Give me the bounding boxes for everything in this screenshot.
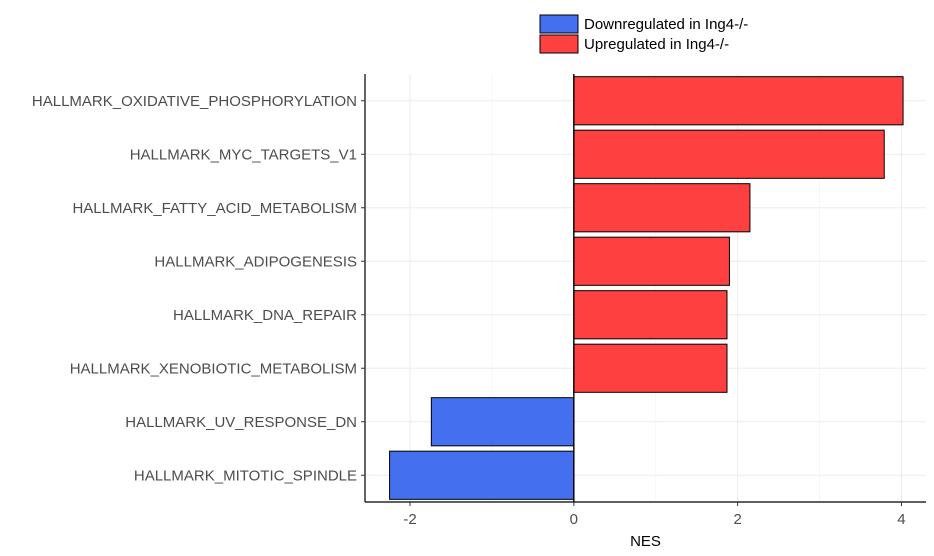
- legend-label: Downregulated in Ing4-/-: [584, 16, 748, 33]
- bar-hallmark-myc-targets-v1: [573, 129, 885, 179]
- bar-hallmark-fatty-acid-metabolism: [573, 183, 751, 233]
- category-label: HALLMARK_UV_RESPONSE_DN: [125, 414, 357, 431]
- category-labels: HALLMARK_OXIDATIVE_PHOSPHORYLATION HALLMA…: [32, 93, 365, 484]
- category-label: HALLMARK_MYC_TARGETS_V1: [130, 146, 357, 163]
- category-label: HALLMARK_DNA_REPAIR: [173, 307, 357, 324]
- bar-hallmark-adipogenesis: [573, 236, 730, 286]
- legend: Downregulated in Ing4-/- Upregulated in I…: [539, 14, 748, 54]
- axes: [364, 74, 926, 503]
- legend-label: Upregulated in Ing4-/-: [584, 36, 729, 53]
- category-label: HALLMARK_FATTY_ACID_METABOLISM: [72, 200, 357, 217]
- category-label: HALLMARK_MITOTIC_SPINDLE: [134, 467, 357, 484]
- category-label: HALLMARK_OXIDATIVE_PHOSPHORYLATION: [32, 93, 357, 110]
- x-tick-label: 4: [897, 511, 905, 528]
- bar-hallmark-uv-response-dn: [430, 397, 575, 447]
- bar-hallmark-dna-repair: [573, 290, 728, 340]
- legend-swatch: [539, 14, 579, 34]
- legend-swatch: [539, 34, 579, 54]
- bar-hallmark-oxidative-phosphorylation: [573, 76, 904, 126]
- x-tick-label: 0: [570, 511, 578, 528]
- x-tick-label: -2: [403, 511, 416, 528]
- x-ticks: -2 0 2 4: [403, 502, 906, 528]
- x-axis-title: NES: [630, 533, 661, 550]
- bar-group: [389, 76, 904, 500]
- bar-hallmark-xenobiotic-metabolism: [573, 343, 728, 393]
- x-tick-label: 2: [733, 511, 741, 528]
- category-label: HALLMARK_ADIPOGENESIS: [154, 253, 357, 270]
- bar-hallmark-mitotic-spindle: [389, 450, 575, 500]
- category-label: HALLMARK_XENOBIOTIC_METABOLISM: [70, 360, 357, 377]
